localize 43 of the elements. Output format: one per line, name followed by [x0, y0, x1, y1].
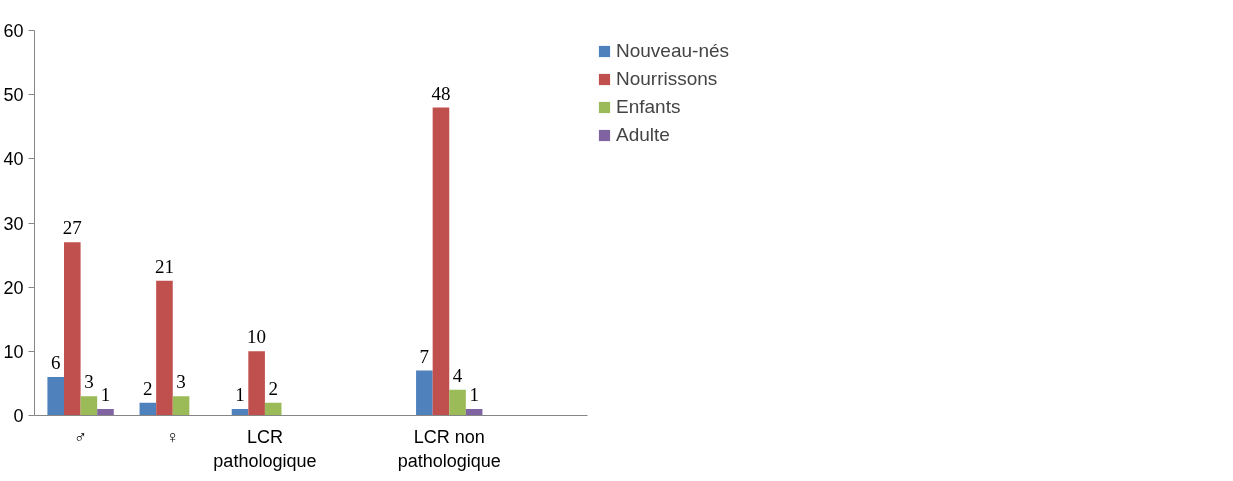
- data-label: 7: [419, 345, 430, 367]
- legend-label: Enfants: [616, 96, 681, 118]
- data-label: 10: [247, 326, 267, 348]
- data-label: 6: [50, 352, 61, 373]
- y-tick-label: 50: [3, 85, 24, 106]
- data-label: 48: [431, 82, 451, 104]
- data-label: 4: [452, 364, 463, 386]
- bar: [156, 280, 173, 416]
- data-label: 3: [176, 371, 186, 393]
- y-tick-label: 0: [13, 406, 24, 426]
- y-tick-label: 30: [3, 213, 24, 234]
- data-label: 2: [268, 377, 278, 399]
- legend-label: Nourrissons: [616, 68, 718, 90]
- bar: [432, 107, 450, 416]
- y-tick-label: 10: [3, 341, 24, 362]
- x-tick-label: LCR non pathologique: [397, 426, 501, 471]
- data-label: 1: [100, 384, 111, 406]
- bar: [449, 389, 466, 416]
- bar: [97, 409, 114, 416]
- data-label: 2: [143, 377, 153, 399]
- legend-label: Adulte: [616, 124, 670, 146]
- x-tick-label: ♀: [166, 426, 180, 447]
- data-label: 1: [235, 384, 245, 406]
- data-label: 1: [469, 384, 479, 406]
- x-tick-label: LCR pathologique: [213, 426, 317, 471]
- legend-label: Nouveau-nés: [616, 40, 730, 62]
- bar: [63, 242, 81, 416]
- y-tick-label: 40: [3, 149, 24, 170]
- y-tick-label: 20: [3, 277, 24, 298]
- x-tick-label: ♂: [73, 426, 88, 447]
- bar: [416, 370, 433, 416]
- bar: [231, 409, 249, 416]
- data-label: 3: [84, 371, 94, 393]
- bar: [465, 409, 483, 416]
- bar: [172, 396, 190, 416]
- bar: [80, 396, 98, 416]
- bar: [248, 351, 265, 416]
- bar: [139, 402, 157, 416]
- data-label: 21: [154, 255, 174, 277]
- bar: [264, 402, 282, 416]
- data-label: 27: [62, 217, 82, 239]
- y-tick-label: 60: [3, 21, 24, 41]
- bar: [47, 377, 64, 416]
